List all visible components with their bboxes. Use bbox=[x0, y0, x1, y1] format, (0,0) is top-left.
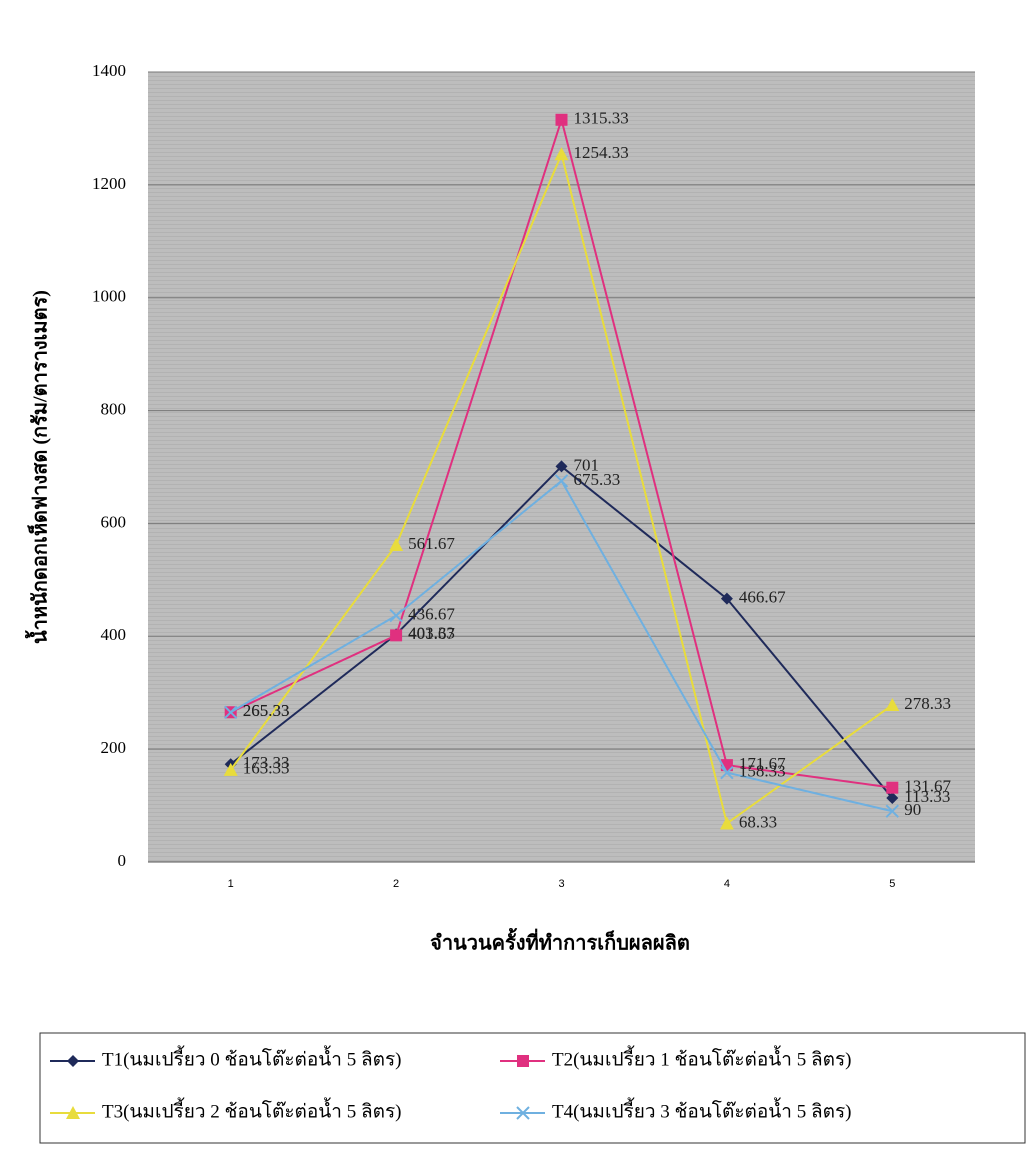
data-label: 68.33 bbox=[739, 812, 777, 831]
y-tick-label: 400 bbox=[101, 625, 127, 644]
data-point bbox=[886, 782, 898, 794]
y-tick-label: 1000 bbox=[92, 287, 126, 306]
x-tick-label: 4 bbox=[724, 878, 730, 890]
y-tick-label: 200 bbox=[101, 738, 127, 757]
x-tick-label: 1 bbox=[228, 878, 234, 890]
y-axis-title: น้ำหนักดอกเห็ดฟางสด (กรัม/ตารางเมตร) bbox=[25, 290, 52, 644]
legend-label: T2(นมเปรี้ยว 1 ช้อนโต๊ะต่อน้ำ 5 ลิตร) bbox=[552, 1045, 851, 1070]
data-label: 131.67 bbox=[904, 777, 951, 796]
legend-label: T4(นมเปรี้ยว 3 ช้อนโต๊ะต่อน้ำ 5 ลิตร) bbox=[552, 1097, 851, 1122]
data-point bbox=[390, 629, 402, 641]
y-tick-label: 600 bbox=[101, 512, 127, 531]
data-label: 1254.33 bbox=[574, 143, 629, 162]
x-tick-label: 3 bbox=[558, 878, 564, 890]
x-tick-label: 2 bbox=[393, 878, 399, 890]
data-label: 1315.33 bbox=[574, 109, 629, 128]
data-label: 163.33 bbox=[243, 759, 290, 778]
y-tick-label: 0 bbox=[118, 851, 127, 870]
data-label: 278.33 bbox=[904, 694, 951, 713]
data-label: 265.33 bbox=[243, 701, 290, 720]
legend-label: T1(นมเปรี้ยว 0 ช้อนโต๊ะต่อน้ำ 5 ลิตร) bbox=[102, 1045, 401, 1070]
data-label: 466.67 bbox=[739, 588, 786, 607]
data-label: 436.67 bbox=[408, 604, 455, 623]
y-tick-label: 1200 bbox=[92, 174, 126, 193]
data-label: 401.67 bbox=[408, 624, 455, 643]
legend-marker bbox=[517, 1055, 529, 1067]
legend-label: T3(นมเปรี้ยว 2 ช้อนโต๊ะต่อน้ำ 5 ลิตร) bbox=[102, 1097, 401, 1122]
x-tick-label: 5 bbox=[889, 878, 895, 890]
data-label: 561.67 bbox=[408, 534, 455, 553]
data-label: 675.33 bbox=[574, 470, 621, 489]
y-tick-label: 1400 bbox=[92, 61, 126, 80]
data-label: 90 bbox=[904, 800, 921, 819]
data-point bbox=[556, 114, 568, 126]
y-tick-label: 800 bbox=[101, 399, 127, 418]
data-label: 158.33 bbox=[739, 762, 786, 781]
x-axis-title: จำนวนครั้งที่ทำการเก็บผลผลิต bbox=[430, 928, 690, 955]
chart: จำนวนครั้งที่ทำการเก็บผลผลิต น้ำหนักดอกเ… bbox=[0, 0, 1029, 1147]
